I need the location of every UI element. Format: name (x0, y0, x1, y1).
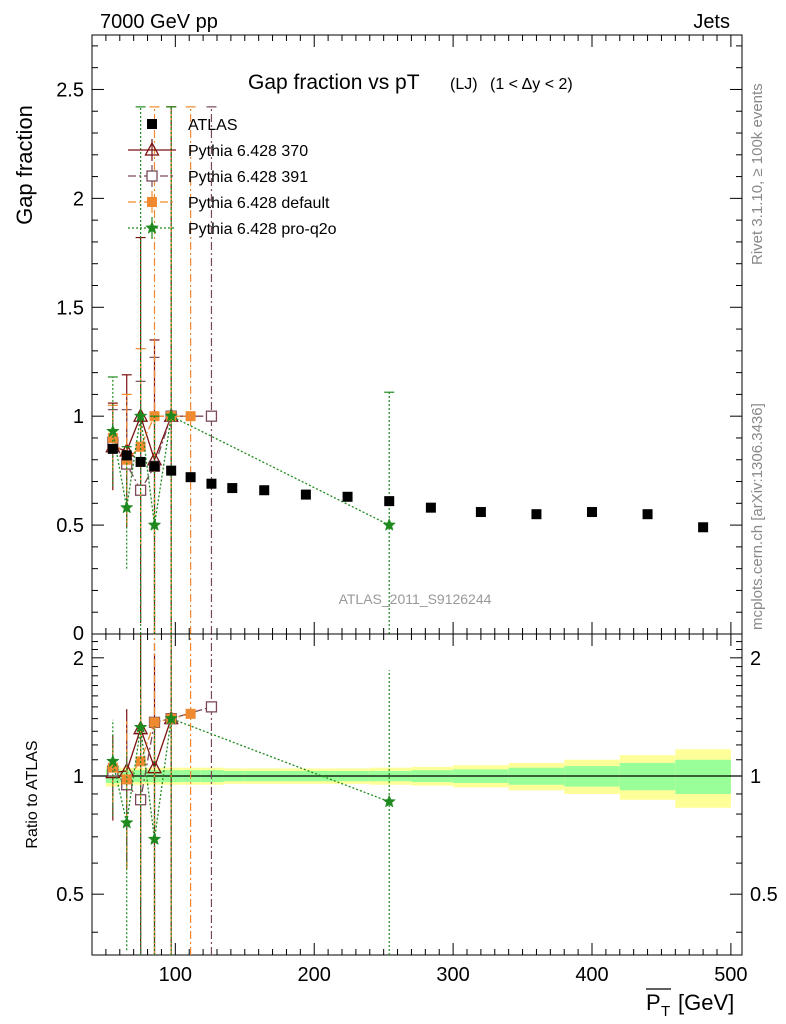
side-label-mcplots: mcplots.cern.ch [arXiv:1306.3436] (749, 403, 766, 630)
main-ylabel: Gap fraction (12, 105, 37, 225)
main-data-point (106, 424, 120, 438)
ratio-xtick-label: 200 (298, 964, 331, 986)
ratio-ytick-label: 2 (73, 648, 84, 670)
ratio-xtick-label: 500 (714, 964, 747, 986)
ratio-ylabel: Ratio to ATLAS (24, 740, 41, 848)
legend-marker (144, 141, 160, 156)
ratio-panel: 0.5 0.5 1 1 2 2 100 200 300 400 500 Ratio to ATLAS P… (24, 633, 778, 1020)
main-data-point (164, 409, 178, 422)
ratio-series-2 (107, 634, 218, 955)
main-data-point (147, 517, 162, 531)
xaxis-label-p: P (646, 990, 661, 1015)
main-data-point (119, 500, 134, 514)
atlas-data-point (135, 456, 146, 467)
ratio-ytick-label-right: 2 (750, 648, 761, 670)
atlas-data-point (206, 478, 217, 489)
atlas-data-point (425, 502, 436, 513)
main-data-point (382, 517, 397, 531)
ratio-data-point (106, 754, 120, 768)
main-data-point (205, 410, 218, 422)
header-left: 7000 GeV pp (100, 11, 218, 33)
main-ytick-label: 2 (73, 188, 84, 210)
xaxis-label-unit: [GeV] (678, 990, 734, 1015)
header-right: Jets (693, 11, 730, 33)
main-series-1 (105, 106, 179, 634)
ratio-xtick-label: 300 (436, 964, 469, 986)
legend-label: Pythia 6.428 370 (188, 143, 308, 160)
atlas-data-point (531, 509, 542, 520)
chart-title-subscript: (LJ) (450, 76, 478, 93)
main-series-atlas (107, 443, 709, 533)
ratio-data-point (205, 701, 218, 713)
analysis-watermark: ATLAS_2011_S9126244 (339, 591, 492, 607)
atlas-data-point (149, 461, 160, 472)
side-label-rivet: Rivet 3.1.10, ≥ 100k events (749, 83, 766, 265)
legend: ATLAS Pythia 6.428 370 Pythia 6.428 391 Pyt… (128, 117, 337, 239)
legend-item: Pythia 6.428 370 (128, 139, 308, 161)
atlas-data-point (342, 491, 353, 502)
ratio-frame (91, 633, 743, 956)
legend-item: Pythia 6.428 default (128, 191, 330, 213)
legend-item: ATLAS (147, 117, 238, 134)
main-ytick-label: 2.5 (56, 79, 84, 101)
main-ytick-label: 0.5 (56, 515, 84, 537)
atlas-data-point (300, 489, 311, 500)
main-panel: 0.5 1 1.5 2 2.5 0 Gap fraction Gap fraction vs … (12, 34, 743, 645)
atlas-data-point (185, 472, 196, 483)
main-data-point (107, 432, 118, 443)
ratio-ytick-label: 0.5 (56, 884, 84, 906)
ratio-data-point (147, 832, 162, 846)
main-series-line (112, 415, 390, 526)
ratio-xtick-label: 100 (159, 964, 192, 986)
ratio-band-inner (675, 759, 731, 794)
legend-marker (147, 197, 157, 207)
ratio-series-4 (106, 634, 397, 955)
main-ytick-label: 1.5 (56, 297, 84, 319)
ratio-series-3 (107, 634, 196, 955)
main-data-point (135, 441, 146, 452)
ratio-data-point (149, 717, 160, 728)
atlas-data-point (107, 443, 118, 454)
ratio-series-line (112, 717, 390, 840)
ratio-data-point (185, 708, 196, 719)
xaxis-label: P T [GeV] (646, 988, 734, 1020)
main-ytick-label: 1 (73, 406, 84, 428)
legend-label: Pythia 6.428 391 (188, 169, 308, 186)
xaxis-label-sub: T (661, 1003, 670, 1020)
legend-marker (147, 119, 157, 129)
atlas-data-point (166, 465, 177, 476)
ratio-ytick-label-right: 0.5 (750, 884, 778, 906)
legend-marker (145, 220, 159, 234)
ratio-data-point (164, 711, 178, 725)
legend-label: Pythia 6.428 default (188, 195, 330, 212)
ratio-ytick-label-right: 1 (750, 766, 761, 788)
ratio-data-point (133, 720, 148, 734)
legend-label: ATLAS (188, 117, 238, 134)
atlas-data-point (642, 509, 653, 520)
chart-title: Gap fraction vs pT (248, 71, 420, 94)
ratio-data-point (382, 794, 397, 808)
legend-item: Pythia 6.428 391 (128, 165, 308, 187)
ratio-data-point (119, 815, 134, 829)
atlas-data-point (121, 450, 132, 461)
atlas-data-point (384, 496, 395, 507)
legend-marker (146, 170, 158, 182)
legend-item: Pythia 6.428 pro-q2o (128, 217, 337, 239)
atlas-data-point (259, 485, 270, 496)
atlas-data-point (587, 507, 597, 518)
main-data-point (185, 411, 196, 422)
atlas-data-point (698, 522, 709, 533)
main-ytick-zero-label: 0 (73, 623, 84, 645)
main-data-point (133, 409, 148, 422)
ratio-ytick-label: 1 (73, 766, 84, 788)
legend-label: Pythia 6.428 pro-q2o (188, 221, 337, 238)
atlas-data-point (475, 507, 486, 518)
ratio-data-point (121, 774, 132, 785)
main-series-4 (106, 106, 397, 634)
atlas-data-point (227, 483, 238, 494)
ratio-xtick-label: 400 (575, 964, 608, 986)
chart-title-range: (1 < Δy < 2) (490, 76, 573, 93)
